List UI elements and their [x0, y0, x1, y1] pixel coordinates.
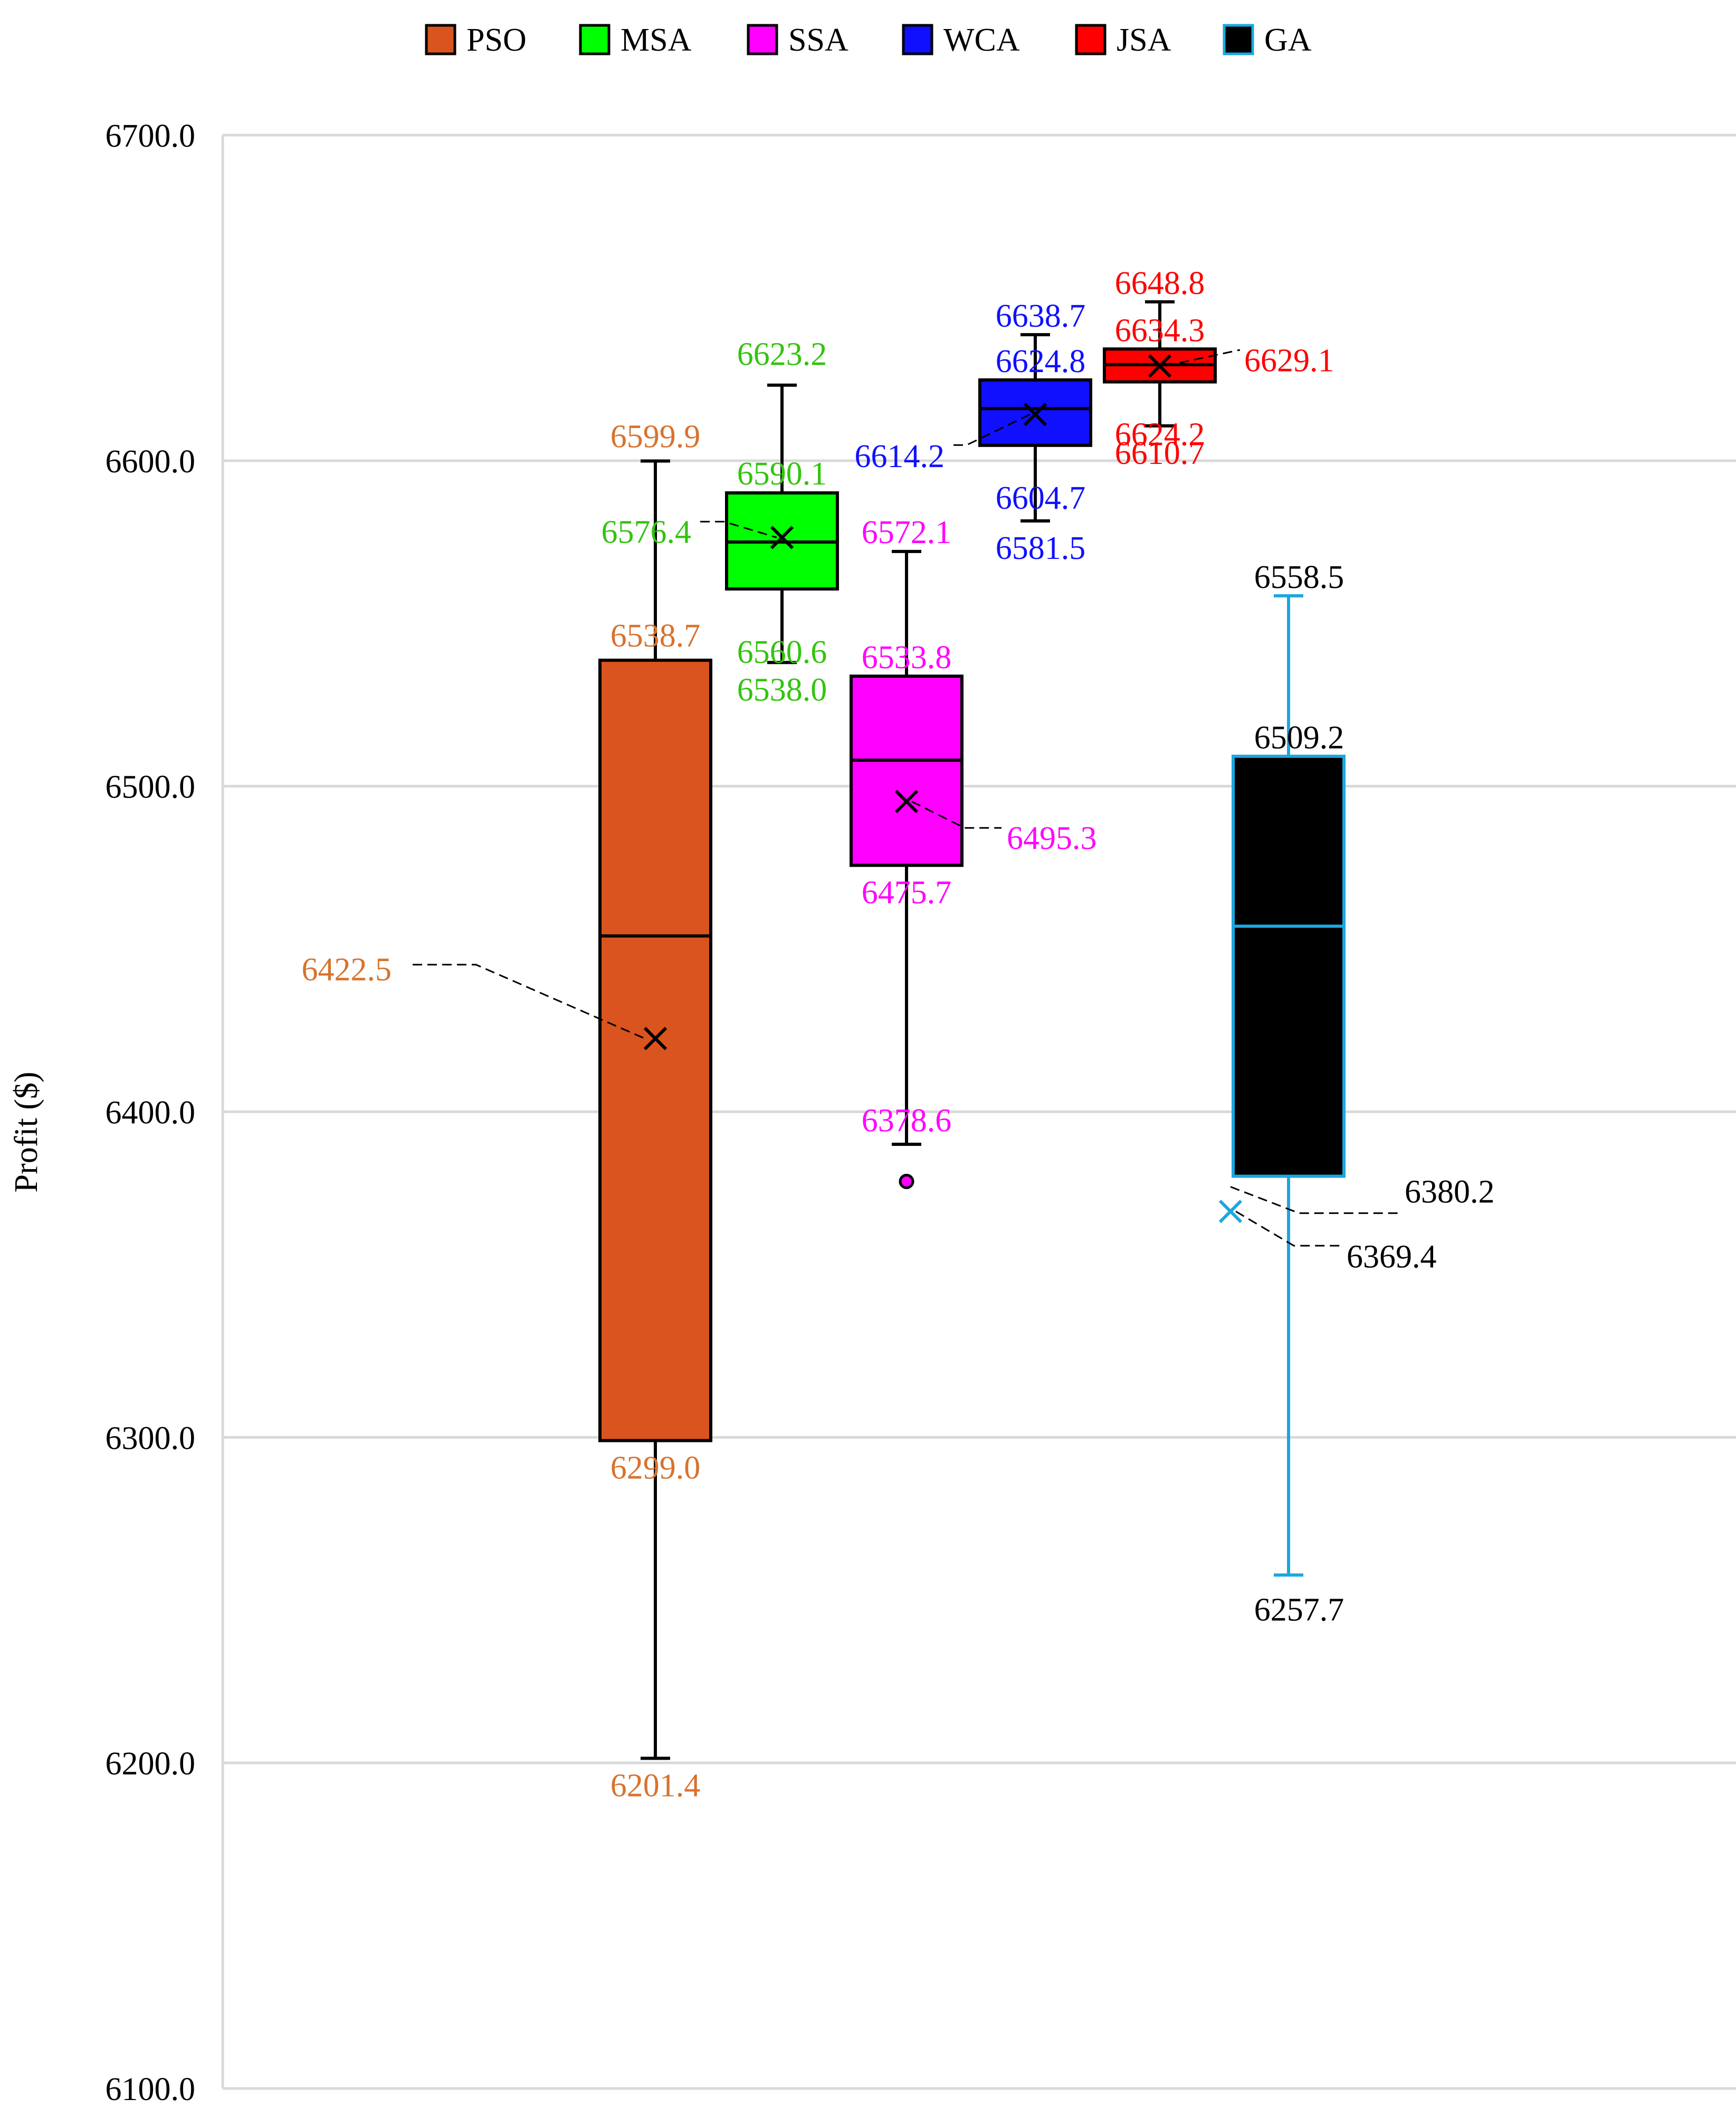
data-label-q3: 6590.1: [737, 456, 827, 492]
y-tick-label: 6300.0: [106, 1420, 196, 1456]
legend-swatch-pso: [426, 25, 455, 54]
legend-label-ga: GA: [1264, 22, 1312, 58]
data-label-whisker-low: 6581.5: [996, 530, 1086, 566]
box-ga: [1233, 756, 1344, 1176]
data-label-q1: 6380.2: [1405, 1174, 1495, 1210]
leader-line: [1231, 1187, 1399, 1213]
data-label-whisker-high: 6623.2: [737, 337, 827, 373]
legend-swatch-wca: [903, 25, 932, 54]
box-ssa: [851, 676, 962, 865]
data-label-whisker-high: 6599.9: [611, 419, 701, 454]
outlier-point: [900, 1175, 913, 1188]
legend-label-msa: MSA: [621, 22, 692, 58]
data-label-q3: 6533.8: [862, 640, 952, 676]
data-label-whisker-high: 6572.1: [862, 515, 952, 550]
data-label-whisker-low: 6538.0: [737, 672, 827, 708]
data-label-whisker-high: 6648.8: [1115, 265, 1205, 301]
data-label-whisker-low: 6610.7: [1115, 435, 1205, 471]
data-label-q1: 6299.0: [611, 1450, 701, 1486]
data-label-q1: 6560.6: [737, 634, 827, 670]
data-label-whisker-low: 6201.4: [611, 1768, 701, 1804]
y-tick-label: 6100.0: [106, 2072, 196, 2107]
legend-label-pso: PSO: [466, 22, 527, 58]
data-label-mean: 6576.4: [602, 514, 692, 550]
legend-swatch-msa: [580, 25, 609, 54]
legend-label-wca: WCA: [943, 22, 1020, 58]
y-tick-label: 6400.0: [106, 1095, 196, 1131]
data-label-q1: 6475.7: [862, 875, 952, 911]
data-label-mean: 6614.2: [855, 439, 945, 474]
legend-swatch-ssa: [748, 25, 777, 54]
data-label-q1: 6604.7: [996, 480, 1086, 516]
data-label-whisker-high: 6638.7: [996, 298, 1086, 334]
y-tick-label: 6600.0: [106, 444, 196, 480]
y-tick-label: 6700.0: [106, 118, 196, 154]
data-label-q3: 6509.2: [1254, 720, 1344, 756]
data-label-q3: 6624.8: [996, 344, 1086, 379]
box-pso: [600, 660, 711, 1441]
y-tick-label: 6500.0: [106, 770, 196, 805]
legend: PSO MSA SSA WCA JSA GA: [426, 22, 1312, 58]
data-label-mean: 6629.1: [1244, 343, 1334, 378]
data-label-whisker-high: 6558.5: [1254, 559, 1344, 595]
legend-swatch-ga: [1224, 25, 1253, 54]
data-label-q3: 6538.7: [611, 618, 701, 654]
data-label-q3: 6634.3: [1115, 312, 1205, 348]
data-label-mean: 6495.3: [1007, 821, 1097, 857]
data-label-whisker-low: 6378.6: [862, 1103, 952, 1139]
data-label-whisker-low: 6257.7: [1254, 1592, 1344, 1628]
legend-swatch-jsa: [1076, 25, 1105, 54]
y-tick-label: 6200.0: [106, 1746, 196, 1782]
y-axis-label: Profit ($): [8, 1071, 44, 1192]
legend-label-ssa: SSA: [788, 22, 848, 58]
box-layer: [600, 302, 1344, 1759]
data-label-mean: 6369.4: [1347, 1239, 1437, 1275]
legend-label-jsa: JSA: [1117, 22, 1171, 58]
data-label-mean: 6422.5: [302, 952, 392, 988]
